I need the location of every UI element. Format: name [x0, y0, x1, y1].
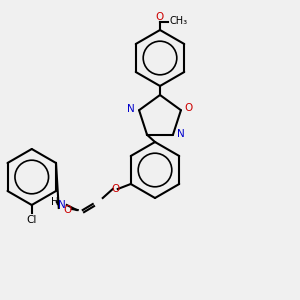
Text: N: N: [177, 129, 185, 139]
Text: O: O: [184, 103, 192, 113]
Text: H: H: [51, 197, 59, 207]
Text: O: O: [64, 205, 72, 215]
Text: Cl: Cl: [27, 215, 37, 225]
Text: N: N: [127, 104, 135, 114]
Text: O: O: [112, 184, 120, 194]
Text: O: O: [156, 12, 164, 22]
Text: CH₃: CH₃: [169, 16, 187, 26]
Text: N: N: [58, 200, 66, 210]
